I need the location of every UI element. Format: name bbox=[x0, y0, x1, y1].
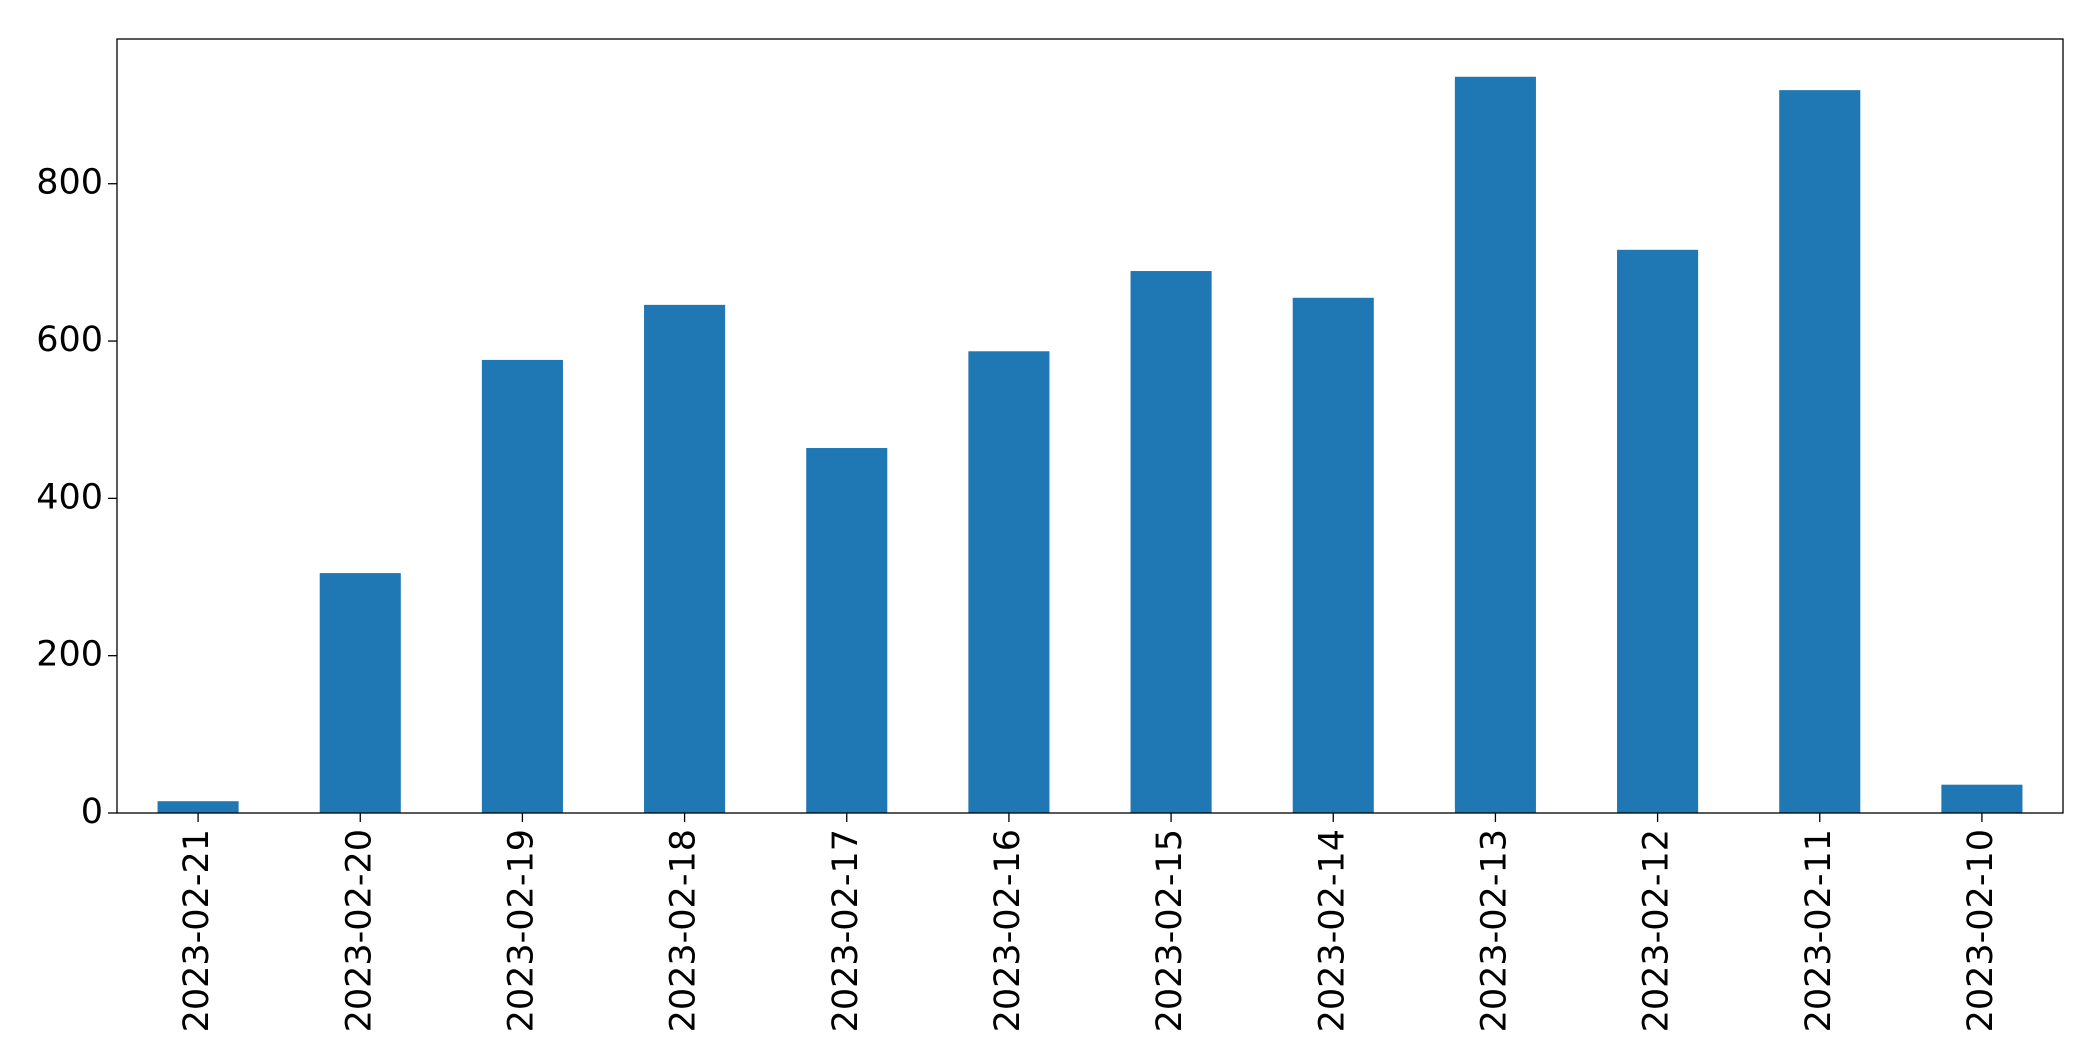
x-tick-label: 2023-02-18 bbox=[664, 829, 704, 1032]
x-tick-label: 2023-02-16 bbox=[988, 829, 1028, 1032]
x-tick-label: 2023-02-19 bbox=[501, 829, 541, 1032]
bar bbox=[157, 801, 239, 813]
y-tick-label: 600 bbox=[36, 320, 103, 360]
bar bbox=[1292, 297, 1374, 813]
y-tick-label: 0 bbox=[81, 792, 103, 832]
x-tick-label: 2023-02-11 bbox=[1799, 829, 1839, 1032]
y-tick-label: 800 bbox=[36, 163, 103, 203]
x-tick-label: 2023-02-17 bbox=[826, 829, 866, 1032]
bar bbox=[481, 359, 563, 813]
bar bbox=[968, 351, 1050, 813]
bar bbox=[806, 448, 888, 813]
y-tick-label: 400 bbox=[36, 477, 103, 517]
bar bbox=[1454, 76, 1536, 813]
x-tick-label: 2023-02-20 bbox=[339, 829, 379, 1032]
plot-frame bbox=[116, 38, 2064, 814]
bar bbox=[644, 304, 726, 813]
bar bbox=[1779, 90, 1861, 813]
bar bbox=[1130, 271, 1212, 813]
x-tick-label: 2023-02-12 bbox=[1637, 829, 1677, 1032]
x-tick-label: 2023-02-21 bbox=[177, 829, 217, 1032]
bar bbox=[1617, 249, 1699, 813]
x-tick-label: 2023-02-10 bbox=[1961, 829, 2001, 1032]
bar bbox=[1941, 784, 2023, 813]
bar bbox=[319, 573, 401, 813]
x-tick-label: 2023-02-14 bbox=[1312, 829, 1352, 1032]
x-tick-label: 2023-02-13 bbox=[1474, 829, 1514, 1032]
y-tick-label: 200 bbox=[36, 635, 103, 675]
x-tick-label: 2023-02-15 bbox=[1150, 829, 1190, 1032]
